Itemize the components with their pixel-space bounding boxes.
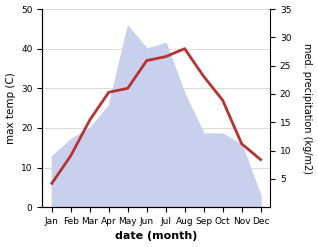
X-axis label: date (month): date (month) xyxy=(115,231,197,242)
Y-axis label: med. precipitation (kg/m2): med. precipitation (kg/m2) xyxy=(302,43,313,174)
Y-axis label: max temp (C): max temp (C) xyxy=(5,72,16,144)
